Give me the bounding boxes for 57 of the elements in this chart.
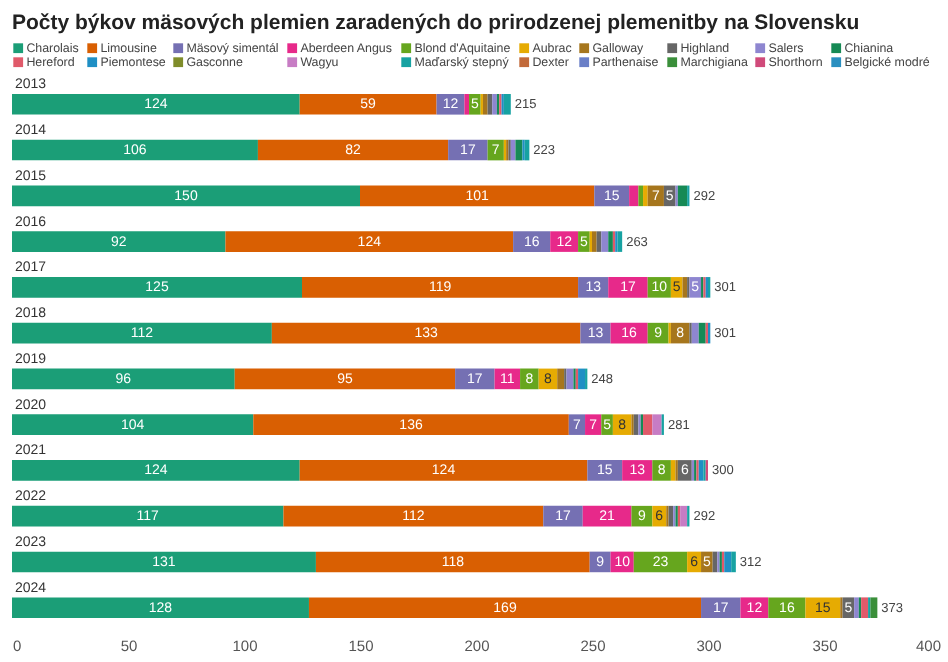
bar (257, 139, 449, 161)
bar (464, 94, 470, 115)
bar (448, 139, 488, 161)
bar (482, 94, 488, 115)
bar (12, 597, 309, 618)
bar (608, 277, 648, 298)
bar (12, 231, 226, 252)
bar (557, 368, 565, 390)
bar (670, 460, 676, 481)
bar (12, 505, 284, 527)
bar (12, 322, 272, 344)
bar (513, 231, 551, 252)
bar (566, 368, 574, 390)
bar (12, 551, 316, 573)
bar (550, 231, 579, 252)
bar (643, 414, 653, 435)
bar (12, 414, 254, 435)
bar (302, 277, 579, 298)
bar (503, 94, 511, 115)
bar (234, 368, 456, 390)
bar (12, 277, 302, 298)
bar (682, 277, 688, 298)
bar (861, 597, 869, 618)
bar (543, 505, 583, 527)
bar (315, 551, 590, 573)
bar (601, 231, 609, 252)
bar (870, 597, 878, 618)
bar (360, 185, 595, 207)
bar (680, 505, 688, 527)
bar (12, 368, 235, 390)
bar (585, 414, 602, 435)
bar (253, 414, 569, 435)
bar (12, 94, 300, 115)
bar (629, 185, 639, 207)
bar (578, 368, 586, 390)
bar (299, 460, 588, 481)
bar (701, 597, 741, 618)
bar (691, 322, 699, 344)
bar (698, 322, 706, 344)
bar (724, 551, 732, 573)
bar (12, 460, 300, 481)
bar (805, 597, 841, 618)
bar (308, 597, 702, 618)
bar (299, 94, 437, 115)
bar (677, 185, 688, 207)
bar (283, 505, 544, 527)
bar (515, 139, 523, 161)
bar (652, 414, 662, 435)
bar (568, 414, 586, 435)
bar (638, 185, 644, 207)
bar (225, 231, 514, 252)
bar (455, 368, 495, 390)
bar (12, 185, 360, 207)
bar (587, 460, 623, 481)
bar (271, 322, 581, 344)
chart-title: Počty býkov mäsových plemien zaradených do prirodzenej plemenitby na Slovensku (12, 11, 860, 35)
bar (12, 139, 258, 161)
